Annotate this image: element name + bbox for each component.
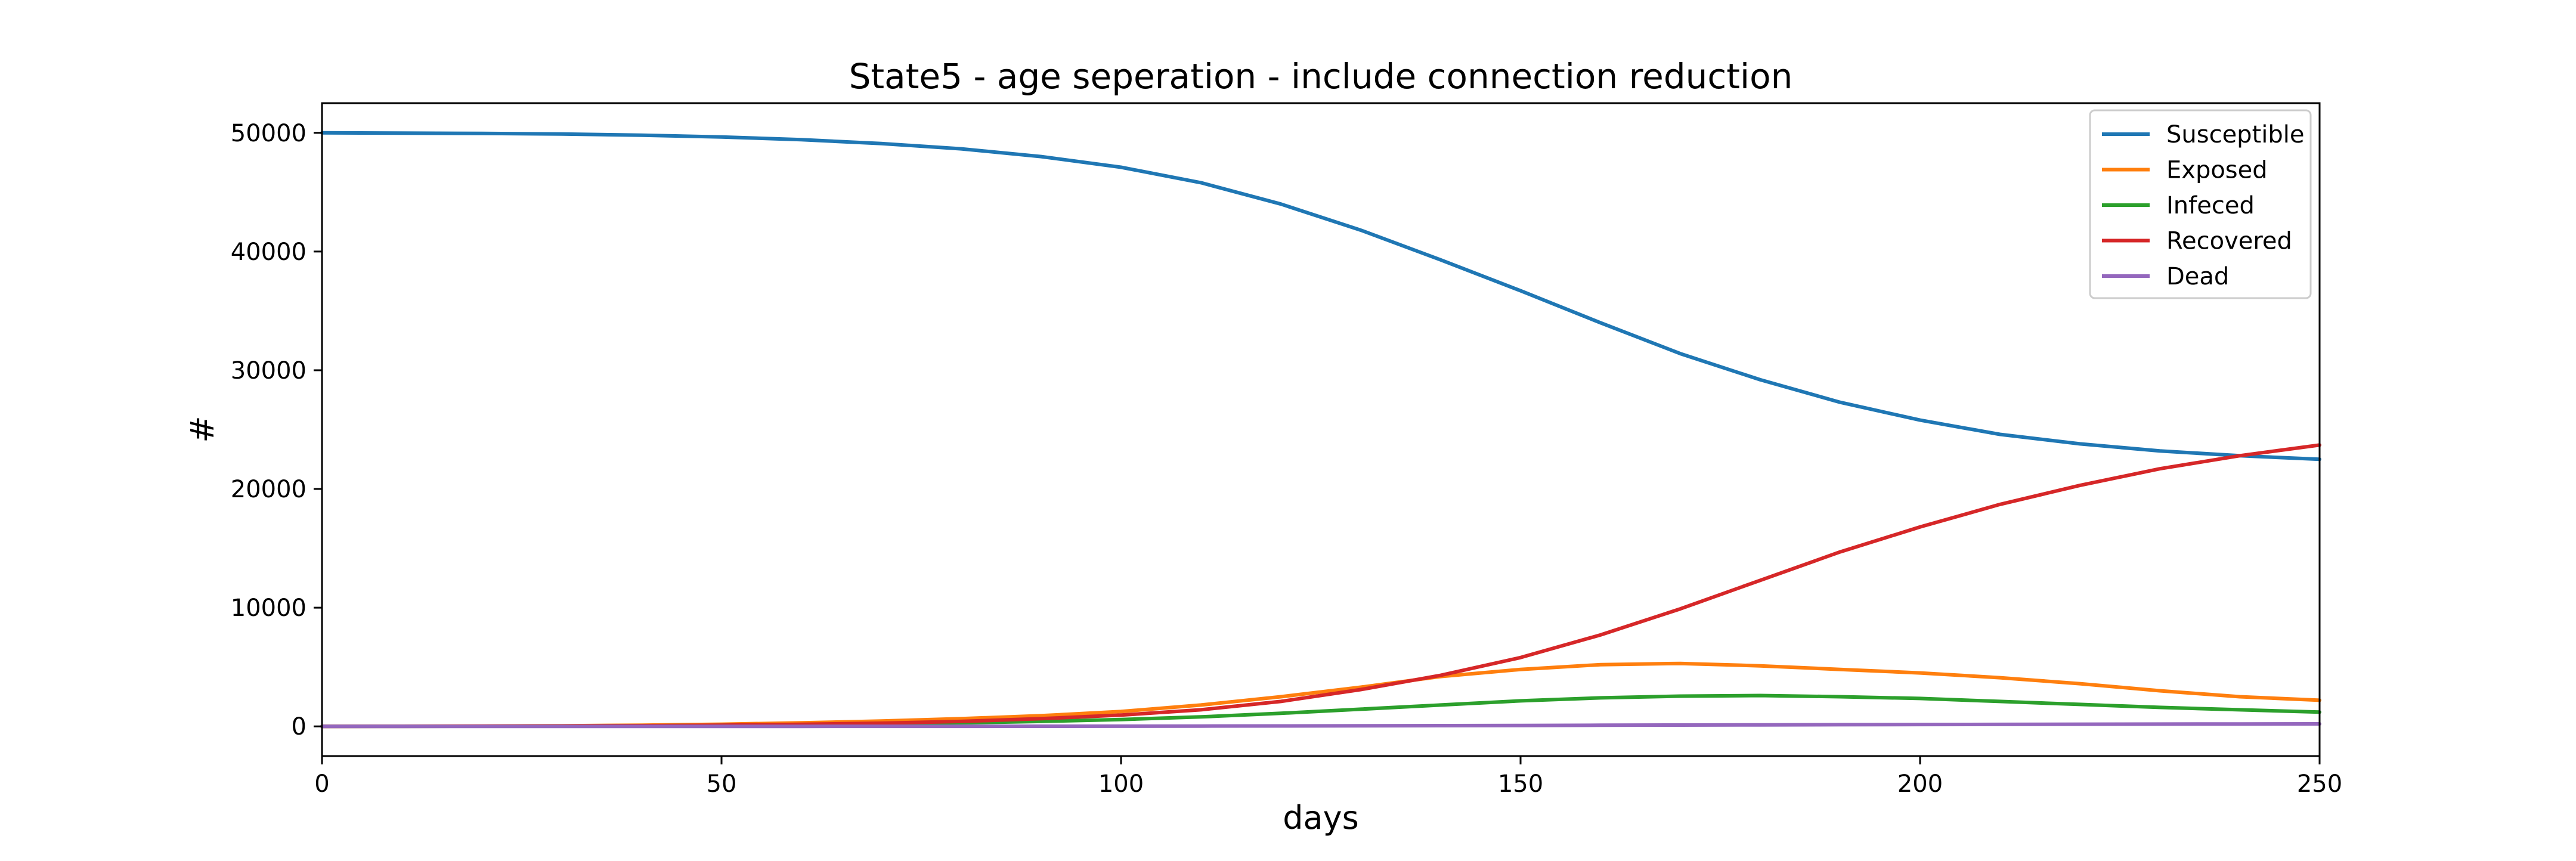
x-tick-label: 50 <box>707 770 737 798</box>
series-line-recovered <box>320 443 2321 729</box>
legend: Susceptible Exposed Infeced Recovered Dead <box>2089 109 2312 299</box>
legend-label-susceptible: Susceptible <box>2166 121 2304 148</box>
plot-frame <box>321 102 2321 757</box>
y-axis: 0 10000 20000 30000 40000 50000 <box>231 120 322 741</box>
y-tick-label: 30000 <box>231 357 306 385</box>
x-tick-label: 0 <box>314 770 329 798</box>
y-tick-label: 20000 <box>231 476 306 503</box>
series-line-infeced <box>320 693 2321 729</box>
series-layer <box>320 131 2321 729</box>
x-axis-label: days <box>1283 799 1358 837</box>
x-tick-label: 100 <box>1098 770 1144 798</box>
legend-label-exposed: Exposed <box>2166 157 2268 184</box>
legend-box <box>2089 109 2312 299</box>
y-axis-label: # <box>184 416 221 442</box>
y-tick-label: 40000 <box>231 239 306 266</box>
x-axis: 0 50 100 150 200 250 <box>314 756 2342 798</box>
chart-title: State5 - age seperation - include connec… <box>849 56 1793 97</box>
legend-label-infeced: Infeced <box>2166 192 2255 219</box>
series-line-dead <box>320 722 2321 729</box>
y-tick-label: 50000 <box>231 120 306 147</box>
legend-label-dead: Dead <box>2166 263 2229 290</box>
y-tick-label: 0 <box>292 713 306 741</box>
series-line-susceptible <box>320 131 2321 462</box>
x-tick-label: 250 <box>2297 770 2342 798</box>
legend-label-recovered: Recovered <box>2166 228 2292 255</box>
x-tick-label: 150 <box>1498 770 1543 798</box>
x-tick-label: 200 <box>1897 770 1943 798</box>
y-tick-label: 10000 <box>231 594 306 622</box>
